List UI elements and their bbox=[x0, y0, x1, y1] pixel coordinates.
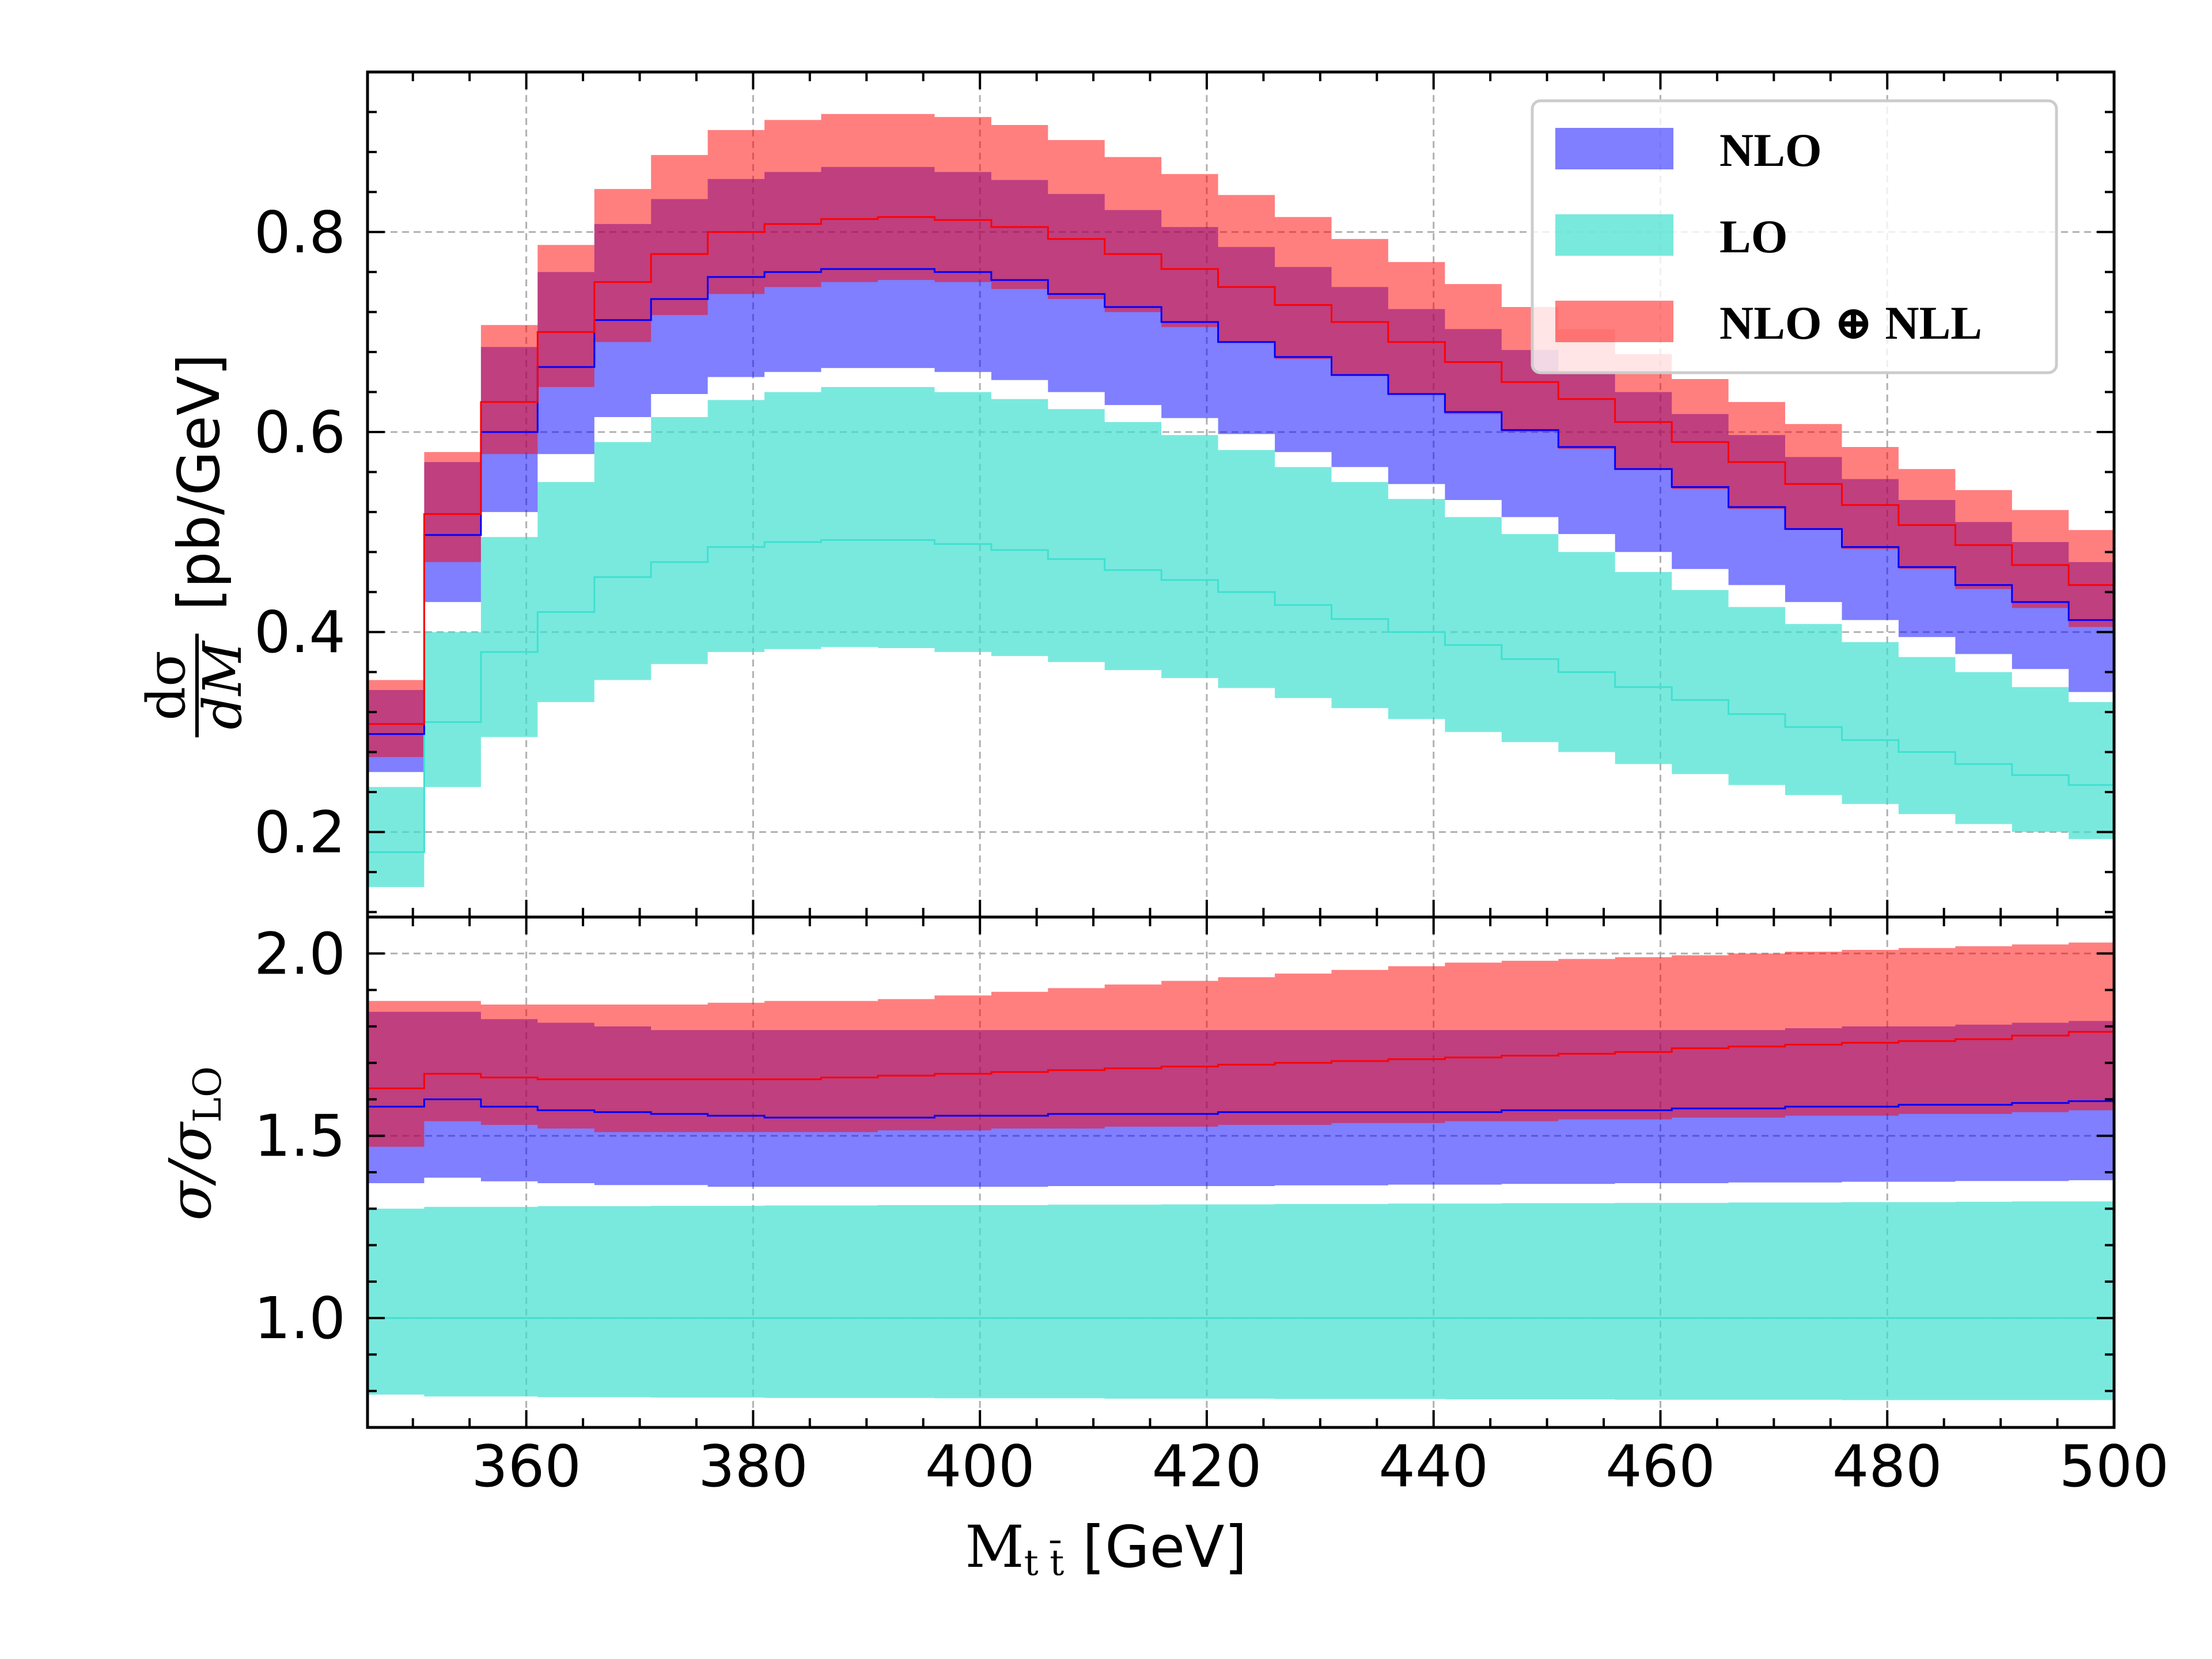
top-y-axis-label: dσ dM [pb/GeV] bbox=[135, 354, 253, 737]
top-y-fraction-numerator: dσ bbox=[135, 650, 197, 721]
x-axis-label: Mt t̄ [GeV] bbox=[965, 1513, 1247, 1584]
bottom-y-tick-labels: 1.0 1.5 2.0 bbox=[254, 920, 346, 1352]
bottom-panel-frame bbox=[366, 915, 2116, 1429]
legend-label-lo: LO bbox=[1719, 210, 1787, 263]
bottom-y-axis-label-sub: LO bbox=[185, 1066, 230, 1123]
top-y-axis-unit: [pb/GeV] bbox=[165, 354, 233, 611]
x-tick-labels: 360 380 400 420 440 460 480 500 bbox=[471, 1433, 2169, 1500]
top-y-tick-label: 0.6 bbox=[254, 399, 346, 466]
x-tick-label: 420 bbox=[1152, 1433, 1262, 1500]
x-axis-label-unit: [GeV] bbox=[1064, 1513, 1247, 1581]
top-y-fraction-denominator: dM bbox=[192, 640, 253, 730]
top-panel: 0.2 0.4 0.6 0.8 bbox=[254, 70, 2116, 919]
top-line-nlonll bbox=[368, 216, 2114, 725]
x-tick-label: 360 bbox=[471, 1433, 581, 1500]
bottom-ticks bbox=[368, 916, 2115, 1429]
top-line-nlo bbox=[368, 268, 2114, 735]
legend-label-nlo: NLO bbox=[1719, 124, 1822, 176]
top-band-lo bbox=[368, 387, 2114, 887]
top-y-tick-labels: 0.2 0.4 0.6 0.8 bbox=[254, 199, 346, 866]
bottom-panel: 1.0 1.5 2.0 bbox=[254, 915, 2116, 1429]
x-tick-label: 480 bbox=[1832, 1433, 1942, 1500]
legend-swatch-nlo bbox=[1555, 128, 1673, 169]
top-bands bbox=[368, 113, 2114, 887]
bot-line-nlonll bbox=[368, 1031, 2114, 1089]
x-tick-label: 380 bbox=[698, 1433, 808, 1500]
top-line-lo bbox=[368, 539, 2114, 853]
top-y-tick-label: 0.8 bbox=[254, 199, 346, 266]
top-band-nlo bbox=[368, 166, 2114, 772]
x-tick-label: 460 bbox=[1605, 1433, 1715, 1500]
bot-y-tick-label: 1.0 bbox=[254, 1285, 346, 1352]
bot-line-nlo bbox=[368, 1098, 2114, 1119]
bot-y-tick-label: 1.5 bbox=[254, 1103, 346, 1170]
top-y-tick-label: 0.2 bbox=[254, 798, 346, 866]
x-axis-label-sub: t t̄ bbox=[1024, 1540, 1065, 1584]
bottom-bands bbox=[368, 942, 2114, 1400]
bottom-lines bbox=[368, 1031, 2114, 1319]
x-tick-label: 400 bbox=[925, 1433, 1035, 1500]
bot-y-tick-label: 2.0 bbox=[254, 920, 346, 987]
legend-swatch-nlonll bbox=[1555, 301, 1673, 342]
legend: NLO LO NLO ⊕ NLL bbox=[1531, 99, 2058, 374]
x-tick-label: 440 bbox=[1378, 1433, 1488, 1500]
svg-text:σ/σLO: σ/σLO bbox=[157, 1066, 230, 1221]
bottom-y-axis-label-main: σ/σ bbox=[157, 1121, 224, 1221]
top-band-nlonll bbox=[368, 113, 2114, 757]
legend-label-nlonll: NLO ⊕ NLL bbox=[1719, 297, 1982, 349]
x-tick-label: 500 bbox=[2059, 1433, 2169, 1500]
x-axis-label-main: M bbox=[965, 1513, 1024, 1581]
top-y-tick-label: 0.4 bbox=[254, 599, 346, 666]
bot-band-nlonll bbox=[368, 942, 2114, 1147]
legend-swatch-lo bbox=[1555, 214, 1673, 256]
bottom-y-axis-label: σ/σLO bbox=[157, 1066, 230, 1221]
bot-band-lo bbox=[368, 1201, 2114, 1400]
top-lines bbox=[368, 216, 2114, 853]
